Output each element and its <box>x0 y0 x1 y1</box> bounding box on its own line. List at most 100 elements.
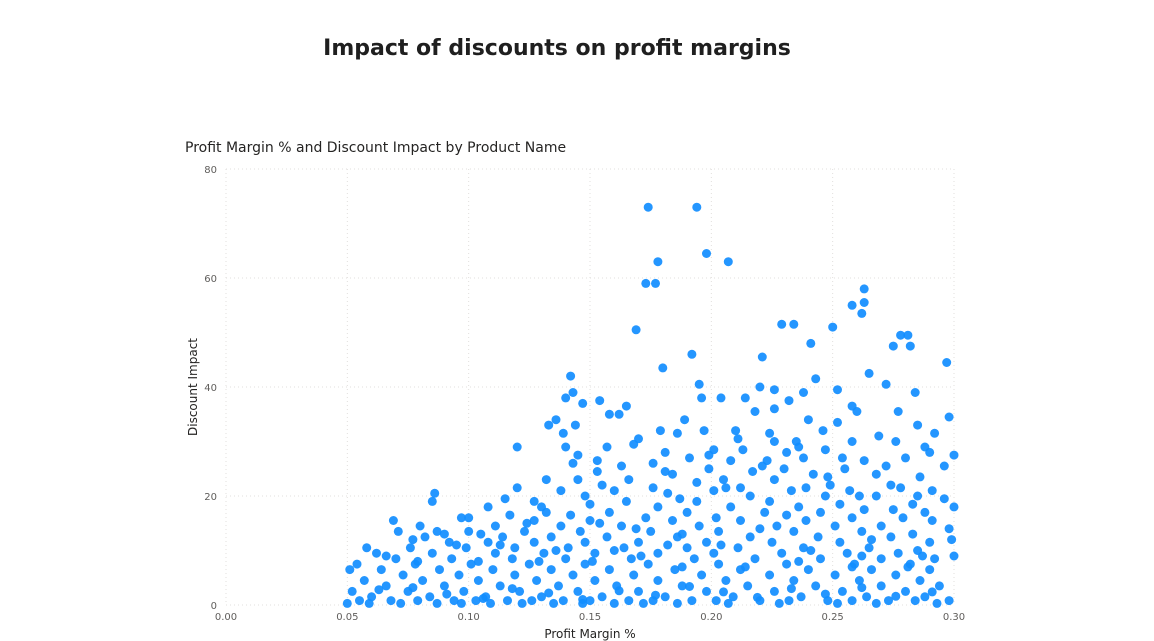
data-point[interactable] <box>510 543 520 553</box>
data-point[interactable] <box>595 518 605 528</box>
data-point[interactable] <box>847 562 857 572</box>
data-point[interactable] <box>651 278 660 288</box>
data-point[interactable] <box>820 589 830 599</box>
data-point[interactable] <box>777 548 787 558</box>
data-point[interactable] <box>408 583 418 593</box>
data-point[interactable] <box>660 592 670 602</box>
data-point[interactable] <box>512 442 522 452</box>
data-point[interactable] <box>886 532 896 542</box>
data-point[interactable] <box>719 587 728 597</box>
data-point[interactable] <box>888 505 898 515</box>
data-point[interactable] <box>675 494 685 504</box>
data-point[interactable] <box>801 516 811 525</box>
data-point[interactable] <box>799 388 808 397</box>
data-point[interactable] <box>573 475 583 485</box>
data-point[interactable] <box>641 278 651 288</box>
data-point[interactable] <box>884 596 893 606</box>
data-point[interactable] <box>862 592 872 602</box>
data-point[interactable] <box>619 543 629 553</box>
data-point[interactable] <box>738 445 748 455</box>
data-point[interactable] <box>663 488 673 498</box>
data-point[interactable] <box>668 516 677 525</box>
data-point[interactable] <box>663 540 673 550</box>
data-point[interactable] <box>692 202 702 212</box>
data-point[interactable] <box>687 349 697 359</box>
data-point[interactable] <box>786 486 796 496</box>
data-point[interactable] <box>345 565 355 575</box>
data-point[interactable] <box>486 598 495 608</box>
data-point[interactable] <box>677 562 687 572</box>
data-point[interactable] <box>604 565 614 575</box>
data-point[interactable] <box>430 488 440 498</box>
data-point[interactable] <box>765 570 775 580</box>
data-point[interactable] <box>777 319 787 329</box>
data-point[interactable] <box>721 483 731 493</box>
data-point[interactable] <box>702 249 711 258</box>
data-point[interactable] <box>944 412 954 422</box>
data-point[interactable] <box>570 420 580 430</box>
data-point[interactable] <box>859 284 869 294</box>
data-point[interactable] <box>714 526 724 536</box>
data-point[interactable] <box>893 407 903 416</box>
data-point[interactable] <box>425 592 435 602</box>
data-point[interactable] <box>745 491 755 501</box>
data-point[interactable] <box>452 540 461 550</box>
data-point[interactable] <box>905 341 915 351</box>
data-point[interactable] <box>803 415 813 425</box>
data-point[interactable] <box>549 598 559 608</box>
data-point[interactable] <box>529 537 539 547</box>
data-point[interactable] <box>568 388 578 397</box>
data-point[interactable] <box>566 510 576 520</box>
data-point[interactable] <box>901 586 910 596</box>
data-point[interactable] <box>789 526 799 536</box>
data-point[interactable] <box>381 551 391 561</box>
data-point[interactable] <box>881 379 891 389</box>
data-point[interactable] <box>602 532 612 542</box>
data-point[interactable] <box>415 521 425 531</box>
data-point[interactable] <box>750 407 760 416</box>
data-point[interactable] <box>374 585 384 595</box>
data-point[interactable] <box>554 581 563 591</box>
data-point[interactable] <box>859 505 869 515</box>
data-point[interactable] <box>495 581 505 591</box>
data-point[interactable] <box>534 556 544 566</box>
data-point[interactable] <box>908 499 918 509</box>
data-point[interactable] <box>473 576 483 585</box>
data-point[interactable] <box>558 428 568 438</box>
data-point[interactable] <box>551 546 561 555</box>
data-point[interactable] <box>500 494 510 504</box>
data-point[interactable] <box>813 532 823 542</box>
data-point[interactable] <box>597 592 607 602</box>
data-point[interactable] <box>702 537 711 547</box>
data-point[interactable] <box>648 458 658 468</box>
data-point[interactable] <box>592 467 602 476</box>
data-point[interactable] <box>811 374 821 384</box>
data-point[interactable] <box>537 592 546 602</box>
data-point[interactable] <box>585 596 595 606</box>
data-point[interactable] <box>631 524 641 534</box>
data-point[interactable] <box>820 445 830 455</box>
data-point[interactable] <box>638 598 648 608</box>
data-point[interactable] <box>949 450 959 460</box>
data-point[interactable] <box>578 398 588 408</box>
data-point[interactable] <box>755 524 765 534</box>
data-point[interactable] <box>602 442 612 452</box>
data-point[interactable] <box>483 502 493 512</box>
data-point[interactable] <box>556 521 566 531</box>
data-point[interactable] <box>728 592 738 602</box>
data-point[interactable] <box>915 472 925 482</box>
data-point[interactable] <box>561 442 571 452</box>
data-point[interactable] <box>716 393 726 403</box>
data-point[interactable] <box>697 393 707 403</box>
data-point[interactable] <box>405 543 415 553</box>
data-point[interactable] <box>891 591 901 601</box>
data-point[interactable] <box>634 537 643 547</box>
data-point[interactable] <box>740 562 750 572</box>
data-point[interactable] <box>934 581 944 591</box>
data-point[interactable] <box>927 516 937 525</box>
data-point[interactable] <box>597 480 607 490</box>
data-point[interactable] <box>769 404 779 414</box>
data-point[interactable] <box>920 592 930 602</box>
data-point[interactable] <box>427 496 437 506</box>
data-point[interactable] <box>672 428 682 438</box>
